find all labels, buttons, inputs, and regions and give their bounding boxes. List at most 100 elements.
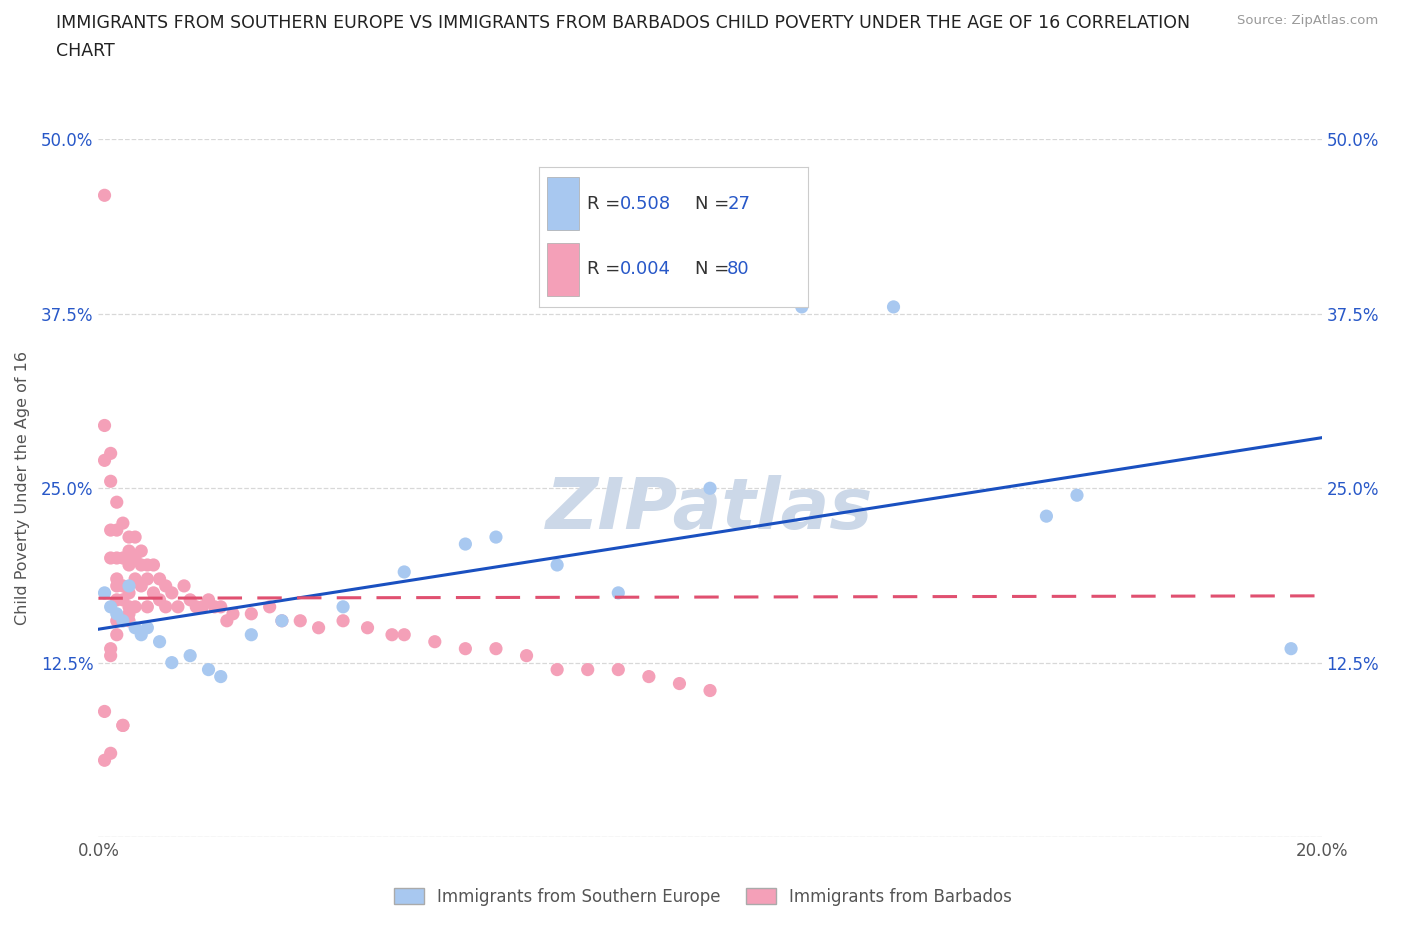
Point [155, 578, 177, 593]
Point [149, 592, 172, 607]
Point [423, 634, 446, 649]
Text: Source: ZipAtlas.com: Source: ZipAtlas.com [1237, 14, 1378, 27]
Point [332, 614, 354, 629]
Point [105, 614, 128, 629]
Point [668, 676, 690, 691]
Point [1279, 642, 1302, 657]
Point [290, 614, 312, 629]
Point [454, 537, 477, 551]
Point [332, 600, 354, 615]
Point [149, 634, 172, 649]
Point [485, 530, 508, 545]
Point [392, 628, 416, 643]
Point [1035, 509, 1057, 524]
Point [392, 565, 416, 579]
Point [129, 628, 152, 643]
Point [136, 558, 159, 573]
Point [179, 592, 201, 607]
Point [790, 299, 813, 314]
Point [93, 586, 115, 601]
Point [111, 614, 134, 629]
Text: IMMIGRANTS FROM SOUTHERN EUROPE VS IMMIGRANTS FROM BARBADOS CHILD POVERTY UNDER : IMMIGRANTS FROM SOUTHERN EUROPE VS IMMIG… [56, 14, 1191, 32]
Point [93, 453, 115, 468]
Point [105, 578, 128, 593]
Text: CHART: CHART [56, 42, 115, 60]
Point [173, 578, 195, 593]
Point [111, 718, 134, 733]
Point [118, 614, 141, 629]
Point [136, 571, 159, 587]
Point [240, 606, 263, 621]
Point [124, 530, 146, 545]
Point [209, 670, 232, 684]
Point [179, 648, 201, 663]
Point [105, 523, 128, 538]
Point [100, 551, 122, 565]
Point [118, 600, 141, 615]
Point [546, 558, 568, 573]
Point [136, 600, 159, 615]
Point [111, 551, 134, 565]
Point [100, 600, 122, 615]
Point [308, 620, 330, 635]
Point [197, 592, 219, 607]
Point [124, 571, 146, 587]
Point [105, 628, 128, 643]
Point [270, 614, 292, 629]
Point [270, 614, 292, 629]
Point [105, 495, 128, 510]
Point [186, 600, 208, 615]
Point [100, 523, 122, 538]
Point [259, 600, 281, 615]
Point [100, 474, 122, 489]
Point [155, 600, 177, 615]
Legend: Immigrants from Southern Europe, Immigrants from Barbados: Immigrants from Southern Europe, Immigra… [387, 881, 1019, 912]
Point [111, 614, 134, 629]
Point [124, 600, 146, 615]
Point [240, 628, 263, 643]
Point [215, 614, 238, 629]
Point [191, 600, 214, 615]
Point [142, 558, 165, 573]
Point [142, 586, 165, 601]
Point [118, 578, 141, 593]
Point [136, 620, 159, 635]
Point [100, 648, 122, 663]
Point [118, 530, 141, 545]
Point [105, 571, 128, 587]
Point [204, 600, 226, 615]
Point [118, 543, 141, 558]
Y-axis label: Child Poverty Under the Age of 16: Child Poverty Under the Age of 16 [15, 352, 30, 625]
Point [124, 620, 146, 635]
Point [699, 481, 721, 496]
Point [111, 515, 134, 530]
Point [129, 578, 152, 593]
Point [105, 592, 128, 607]
Point [105, 606, 128, 621]
Point [149, 571, 172, 587]
Point [118, 558, 141, 573]
Point [167, 600, 190, 615]
Point [607, 586, 630, 601]
Point [637, 670, 661, 684]
Point [111, 718, 134, 733]
Point [454, 642, 477, 657]
Point [111, 578, 134, 593]
Point [381, 628, 404, 643]
Text: ZIPatlas: ZIPatlas [547, 474, 873, 544]
Point [1066, 488, 1088, 503]
Point [93, 704, 115, 719]
Point [93, 753, 115, 768]
Point [118, 586, 141, 601]
Point [124, 551, 146, 565]
Point [516, 648, 538, 663]
Point [356, 620, 378, 635]
Point [160, 586, 183, 601]
Point [100, 642, 122, 657]
Point [160, 656, 183, 671]
Point [485, 642, 508, 657]
Point [209, 600, 232, 615]
Point [100, 746, 122, 761]
Point [222, 606, 245, 621]
Point [129, 543, 152, 558]
